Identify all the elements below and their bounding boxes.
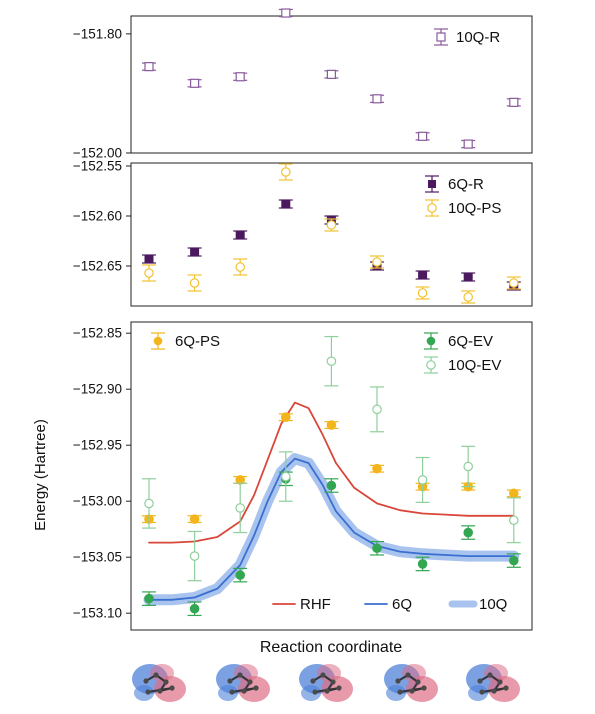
- legend-label: 6Q-R: [448, 176, 484, 193]
- y-tick-label: −152.85: [73, 326, 122, 341]
- data-point-6q-ps: [187, 514, 202, 524]
- x-axis-label: Reaction coordinate: [260, 639, 402, 656]
- data-point-6q-ev: [370, 540, 384, 556]
- panel-top-frame: [130, 15, 533, 154]
- data-point-6q-r: [415, 270, 430, 280]
- molecule-structure-icon: [216, 664, 270, 702]
- data-point-6q-ev: [324, 478, 339, 493]
- data-point-6q-ev: [461, 525, 476, 540]
- legend-label: 10Q: [479, 596, 507, 613]
- data-point-10q-ev: [370, 386, 384, 433]
- y-axis-label: Energy (Hartree): [32, 419, 49, 531]
- data-point-6q-ps: [324, 420, 339, 430]
- data-point-10q-r: [142, 62, 156, 72]
- data-point-10q-r: [415, 131, 430, 141]
- data-point-10q-ps: [187, 274, 202, 292]
- legend-marker: [425, 199, 439, 217]
- data-point-6q-ev: [233, 567, 248, 583]
- y-tick-label: −153.05: [73, 550, 122, 565]
- legend-marker: [151, 332, 165, 350]
- legend-label: RHF: [300, 596, 331, 613]
- y-ticks: −151.80 −152.00−152.55 −152.60 −152.65 −152.…: [73, 26, 131, 621]
- data-point-10q-ev: [142, 478, 156, 529]
- data-point-10q-ev: [506, 497, 521, 544]
- data-point-10q-ps: [461, 290, 476, 304]
- y-tick-label: −152.90: [73, 382, 122, 397]
- model-curves: [143, 401, 520, 606]
- legend-label: 6Q-EV: [448, 333, 493, 350]
- legend-marker: [425, 175, 439, 193]
- data-point-6q-ps: [370, 463, 384, 474]
- molecule-structure-icon: [132, 664, 186, 702]
- molecule-structure-icon: [384, 664, 438, 702]
- data-point-10q-ps: [142, 264, 156, 282]
- legend-label: 10Q-R: [456, 29, 500, 46]
- data-point-10q-ev: [415, 456, 430, 503]
- legend-label: 6Q-PS: [175, 333, 220, 350]
- data-point-10q-ps: [415, 286, 430, 300]
- data-point-6q-r: [461, 272, 476, 282]
- data-point-10q-r: [506, 97, 521, 107]
- legends: 10Q-R 6Q-R 10Q-PS 6Q-PS 6Q-EV 10Q-EV RHF 6Q 10Q: [151, 28, 507, 613]
- y-tick-label: −152.60: [73, 209, 122, 224]
- legend-label: 10Q-PS: [448, 200, 501, 217]
- data-point-10q-r: [461, 139, 476, 149]
- data-point-10q-r: [233, 72, 248, 82]
- data-point-10q-r: [187, 78, 202, 88]
- panel-middle-frame: [130, 162, 533, 307]
- data-point-10q-ps: [370, 255, 384, 269]
- data-point-6q-r: [233, 230, 248, 240]
- panel-bottom-frame: [130, 321, 533, 631]
- molecule-row: [132, 664, 520, 702]
- data-point-10q-ps: [233, 258, 248, 276]
- data-point-10q-ev: [461, 445, 476, 488]
- curve-6q: [148, 457, 515, 601]
- data-point-10q-ev: [324, 335, 339, 387]
- y-tick-label: −152.65: [73, 259, 122, 274]
- legend-marker: [424, 332, 438, 350]
- data-point-10q-ps: [324, 218, 339, 232]
- data-point-10q-ev: [278, 451, 293, 502]
- data-point-6q-ps: [506, 488, 521, 499]
- legend-marker: [424, 356, 438, 374]
- data-point-10q-ps: [278, 163, 293, 181]
- molecule-structure-icon: [299, 664, 353, 702]
- data-point-6q-ev: [187, 601, 202, 617]
- data-point-10q-ev: [233, 482, 248, 534]
- molecule-structure-icon: [466, 664, 520, 702]
- legend-marker: [434, 28, 448, 46]
- y-tick-label: −153.00: [73, 494, 122, 509]
- data-point-10q-r: [324, 69, 339, 79]
- data-point-6q-ps: [278, 412, 293, 423]
- y-tick-label: −152.00: [73, 146, 122, 161]
- data-point-10q-ps: [506, 276, 521, 290]
- data-point-6q-r: [278, 199, 293, 209]
- data-point-6q-ev: [142, 591, 156, 606]
- curve-rhf: [148, 401, 515, 544]
- y-tick-label: −152.55: [73, 159, 122, 174]
- legend-label: 10Q-EV: [448, 357, 501, 374]
- data-point-6q-ev: [415, 556, 430, 572]
- data-point-10q-r: [370, 94, 384, 104]
- data-point-10q-r: [278, 8, 293, 18]
- data-point-6q-r: [142, 254, 156, 264]
- y-tick-label: −151.80: [73, 26, 122, 41]
- data-points: [142, 8, 521, 617]
- legend-label: 6Q: [392, 596, 412, 613]
- y-tick-label: −153.10: [73, 606, 122, 621]
- y-tick-label: −152.95: [73, 438, 122, 453]
- data-point-6q-r: [187, 247, 202, 257]
- data-point-10q-ev: [187, 530, 202, 582]
- data-point-6q-ev: [506, 553, 521, 568]
